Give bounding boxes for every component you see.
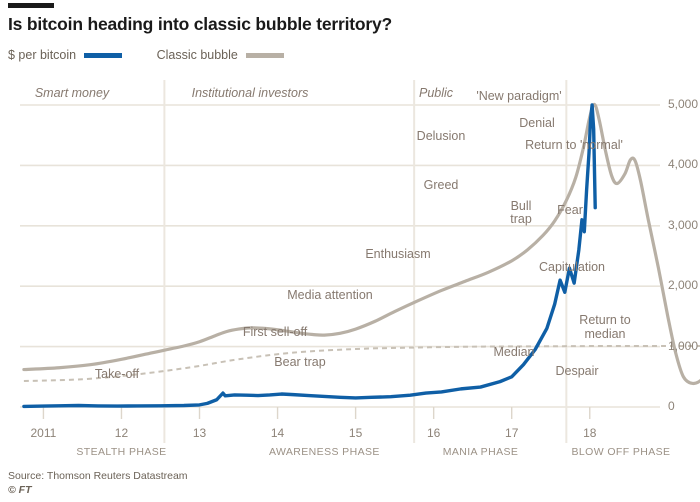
x-axis-tick-label: 15 xyxy=(348,426,363,440)
phase-label: MANIA PHASE xyxy=(442,446,519,458)
series-classic-bubble-line xyxy=(22,102,700,386)
series-bitcoin-line xyxy=(22,103,597,409)
chart-annotation: Bear trap xyxy=(274,355,326,369)
phase-label: STEALTH PHASE xyxy=(76,446,167,458)
chart-annotation: Enthusiasm xyxy=(365,247,431,261)
chart-annotation: median xyxy=(584,327,626,341)
chart-annotation: Smart money xyxy=(34,86,110,100)
x-axis-tick-label: 2011 xyxy=(30,426,57,440)
y-axis-tick-label: 0 xyxy=(668,399,675,413)
legend-item-bitcoin: $ per bitcoin xyxy=(8,48,123,62)
legend-item-bubble: Classic bubble xyxy=(157,48,284,62)
chart-annotation: Media attention xyxy=(287,288,373,302)
chart-legend: $ per bitcoin Classic bubble xyxy=(8,48,314,66)
chart-annotation: Bull xyxy=(510,199,532,213)
y-axis-tick-label: 1,000 xyxy=(668,338,699,353)
chart-annotation: Despair xyxy=(555,364,599,378)
page-title: Is bitcoin heading into classic bubble t… xyxy=(8,14,393,34)
chart-annotation: 'New paradigm' xyxy=(476,89,562,103)
x-axis-tick-label: 17 xyxy=(505,426,519,440)
legend-label-bitcoin: $ per bitcoin xyxy=(8,48,77,62)
y-axis-tick-label: 3,000 xyxy=(668,217,699,232)
y-axis-tick-label: 5,000 xyxy=(668,97,699,111)
phase-label: BLOW OFF PHASE xyxy=(571,446,671,458)
legend-label-bubble: Classic bubble xyxy=(156,48,238,62)
axis-ticks xyxy=(42,407,591,419)
chart-annotation: Return to 'normal' xyxy=(525,138,623,152)
ft-rule xyxy=(8,3,54,8)
phase-dividers xyxy=(163,80,568,443)
legend-swatch-bubble xyxy=(245,52,284,58)
chart-annotation: Greed xyxy=(423,178,459,192)
chart-annotation: Institutional investors xyxy=(191,86,309,100)
legend-swatch-bitcoin xyxy=(84,52,123,58)
phase-label: AWARENESS PHASE xyxy=(268,446,380,458)
chart-annotation: Delusion xyxy=(416,129,466,143)
chart-annotation: Denial xyxy=(519,116,555,130)
x-axis-tick-label: 14 xyxy=(270,426,285,440)
chart-annotation: Median xyxy=(493,345,535,359)
x-axis-tick-label: 16 xyxy=(426,426,441,440)
series-mean-line xyxy=(23,344,700,383)
x-axis-tick-label: 13 xyxy=(192,426,207,440)
x-axis-tick-label: 18 xyxy=(583,426,597,440)
chart-annotation: Public xyxy=(418,86,454,100)
x-axis-tick-label: 12 xyxy=(114,426,129,440)
chart-annotation: Take-off xyxy=(94,367,140,381)
chart-annotation: Return to xyxy=(579,313,631,327)
chart-annotation: Fear xyxy=(557,203,583,217)
chart-annotation: First sell-off xyxy=(242,325,308,339)
ft-credit: © FT xyxy=(8,484,32,496)
chart-annotation: trap xyxy=(510,212,532,226)
y-axis-tick-label: 4,000 xyxy=(668,157,699,172)
source-note: Source: Thomson Reuters Datastream xyxy=(8,470,188,482)
chart-annotation: Capitulation xyxy=(538,260,606,274)
y-axis-tick-label: 2,000 xyxy=(668,278,699,293)
